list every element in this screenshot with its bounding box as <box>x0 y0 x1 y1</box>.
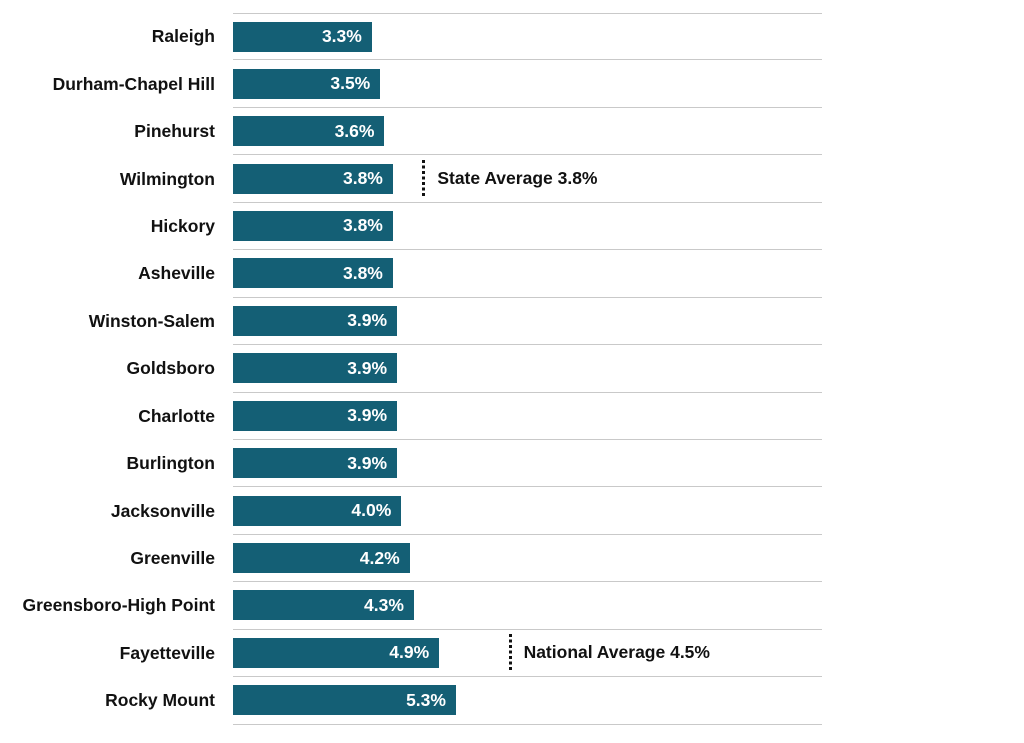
category-label: Pinehurst <box>134 121 215 142</box>
category-label: Burlington <box>126 453 215 474</box>
bar: 5.3% <box>233 685 456 716</box>
bar: 3.3% <box>233 21 372 52</box>
chart-row: Rocky Mount 5.3% <box>0 677 1024 725</box>
bar: 4.3% <box>233 590 414 621</box>
average-annotation: State Average 3.8% <box>422 159 598 198</box>
row-plot: 3.9% <box>233 440 822 488</box>
bar: 4.9% <box>233 637 440 668</box>
bar: 3.9% <box>233 400 398 431</box>
bar-value-label: 3.6% <box>334 120 375 141</box>
category-label: Winston-Salem <box>88 310 215 331</box>
bar-value-label: 4.0% <box>351 500 392 521</box>
bar-value-label: 3.3% <box>321 26 362 47</box>
chart-row: Wilmington 3.8% State Average 3.8% <box>0 155 1024 203</box>
category-label: Jacksonville <box>110 500 215 521</box>
bar-value-label: 3.8% <box>342 215 383 236</box>
category-label: Durham-Chapel Hill <box>52 73 215 94</box>
bar: 3.8% <box>233 258 393 289</box>
bar: 3.6% <box>233 116 385 147</box>
chart-row: Winston-Salem 3.9% <box>0 298 1024 346</box>
category-label: Fayetteville <box>119 642 215 663</box>
category-label: Greensboro-High Point <box>22 595 216 616</box>
row-plot: 4.2% <box>233 535 822 583</box>
row-plot: 3.5% <box>233 60 822 108</box>
row-plot: 3.3% <box>233 13 822 61</box>
bar: 3.9% <box>233 353 398 384</box>
bar-value-label: 4.9% <box>389 642 430 663</box>
row-plot: 3.8% <box>233 203 822 251</box>
bar: 3.5% <box>233 68 381 99</box>
bar: 3.8% <box>233 163 393 194</box>
bar: 3.9% <box>233 305 398 336</box>
chart-row: Charlotte 3.9% <box>0 393 1024 440</box>
row-plot: 3.9% <box>233 393 822 440</box>
row-plot: 4.0% <box>233 487 822 535</box>
chart-row: Asheville 3.8% <box>0 250 1024 298</box>
bar-value-label: 5.3% <box>406 689 446 710</box>
category-label: Greenville <box>130 548 215 569</box>
chart-row: Fayetteville 4.9% National Average 4.5% <box>0 630 1024 678</box>
chart-row: Raleigh 3.3% <box>0 13 1024 61</box>
bar-value-label: 3.9% <box>347 452 388 473</box>
row-plot: 3.6% <box>233 108 822 156</box>
chart-rows: Raleigh 3.3% Durham-Chapel Hill 3.5% Pinehur… <box>0 13 1024 725</box>
row-plot: 3.8% <box>233 250 822 298</box>
chart-row: Pinehurst 3.6% <box>0 108 1024 156</box>
bar-value-label: 3.5% <box>330 73 371 94</box>
average-annotation: National Average 4.5% <box>508 633 710 672</box>
chart-row: Durham-Chapel Hill 3.5% <box>0 60 1024 108</box>
bar-value-label: 3.8% <box>342 262 383 283</box>
bar: 4.2% <box>233 543 410 574</box>
row-plot: 5.3% <box>233 677 822 725</box>
category-label: Charlotte <box>138 405 215 426</box>
chart-row: Greensboro-High Point 4.3% <box>0 582 1024 630</box>
row-plot: 4.9% National Average 4.5% <box>233 630 822 678</box>
bar: 4.0% <box>233 495 402 526</box>
category-label: Raleigh <box>151 26 215 47</box>
row-plot: 3.9% <box>233 345 822 393</box>
row-plot: 3.8% State Average 3.8% <box>233 155 822 203</box>
category-label: Rocky Mount <box>105 690 215 711</box>
average-label: National Average 4.5% <box>523 642 710 663</box>
chart-row: Goldsboro 3.9% <box>0 345 1024 393</box>
category-label: Wilmington <box>119 168 215 189</box>
chart-row: Greenville 4.2% <box>0 535 1024 583</box>
bar-value-label: 3.9% <box>347 310 388 331</box>
bar-chart: Raleigh 3.3% Durham-Chapel Hill 3.5% Pinehur… <box>0 13 1024 725</box>
bar-value-label: 3.9% <box>347 357 388 378</box>
bar-value-label: 4.2% <box>359 547 400 568</box>
row-plot: 4.3% <box>233 582 822 630</box>
dotted-marker-line-icon <box>422 159 426 198</box>
chart-row: Jacksonville 4.0% <box>0 487 1024 535</box>
bar-value-label: 3.8% <box>342 168 383 189</box>
category-label: Goldsboro <box>126 358 215 379</box>
bar: 3.9% <box>233 448 398 479</box>
chart-row: Hickory 3.8% <box>0 203 1024 251</box>
category-label: Hickory <box>150 215 215 236</box>
chart-row: Burlington 3.9% <box>0 440 1024 488</box>
average-label: State Average 3.8% <box>437 168 598 189</box>
bar: 3.8% <box>233 210 393 241</box>
bar-value-label: 3.9% <box>347 405 388 426</box>
row-plot: 3.9% <box>233 298 822 346</box>
dotted-marker-line-icon <box>508 633 512 672</box>
bar-value-label: 4.3% <box>364 594 404 615</box>
category-label: Asheville <box>138 263 215 284</box>
